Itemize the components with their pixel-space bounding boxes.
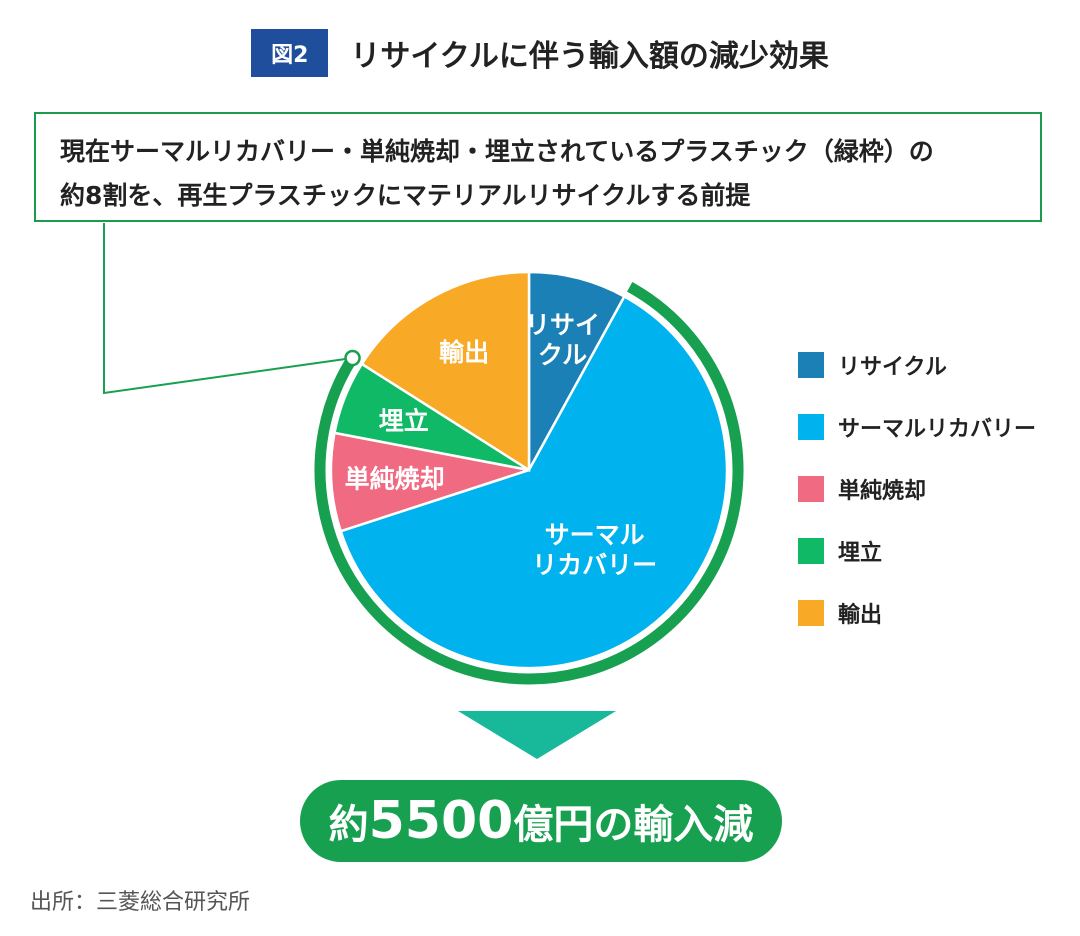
callout-dot [344,349,361,367]
pie-slice-thermal-recovery [339,294,729,670]
assumption-note: 現在サーマルリカバリー・単純焼却・埋立されているプラスチック（緑枠）の 約8割を… [34,112,1042,222]
legend-label: 埋立 [838,541,883,566]
slice-label-export: 輸出 [439,338,489,367]
legend-swatch [798,538,824,564]
note-line-1: 現在サーマルリカバリー・単純焼却・埋立されているプラスチック（緑枠）の [60,137,934,166]
figure-label: 図2 [251,29,329,77]
chart-title: リサイクルに伴う輸入額の減少効果 [350,39,829,74]
legend-label: サーマルリカバリー [838,417,1037,442]
legend-item-landfill: 埋立 [798,520,1036,582]
legend-swatch [798,414,824,440]
result-prefix: 約 [328,802,369,848]
slice-label-recycle: クル [538,341,587,370]
pie-slice-recycle [527,270,627,471]
chart-legend: リサイクルサーマルリカバリー 単純焼却埋立輸出 [798,334,1036,644]
legend-item-simple-incineration: 単純焼却 [798,458,1036,520]
legend-item-thermal-recovery: サーマルリカバリー [798,396,1036,458]
result-badge: 約 5500 億円の輸入減 [300,780,782,862]
legend-swatch [798,600,824,626]
legend-label: 単純焼却 [838,479,927,504]
note-line-2: 約8割を、再生プラスチックにマテリアルリサイクルする前提 [60,181,751,210]
slice-label-simple-incineration: 単純焼却 [345,464,445,493]
slice-label-thermal-recovery: リカバリー [532,550,657,579]
legend-item-recycle: リサイクル [798,334,1036,396]
legend-label: 輸出 [838,603,883,628]
legend-swatch [798,352,824,378]
legend-item-export: 輸出 [798,582,1036,644]
legend-swatch [798,476,824,502]
source-credit: 出所：三菱総合研究所 [30,890,251,915]
legend-label: リサイクル [838,355,947,380]
slice-label-landfill: 埋立 [379,406,429,435]
pie-slice-export [360,270,531,473]
slice-label-thermal-recovery: サーマル [545,520,645,549]
callout-connector [103,223,353,395]
chart-header: 図2 リサイクルに伴う輸入額の減少効果 [0,28,1080,78]
slice-label-recycle: リサイ [525,311,600,340]
pie-slice-simple-incineration [329,431,530,533]
highlight-ring [314,282,744,685]
down-arrow-icon [458,711,616,759]
result-number: 5500 [368,791,514,851]
result-suffix: 億円の輸入減 [513,802,754,848]
